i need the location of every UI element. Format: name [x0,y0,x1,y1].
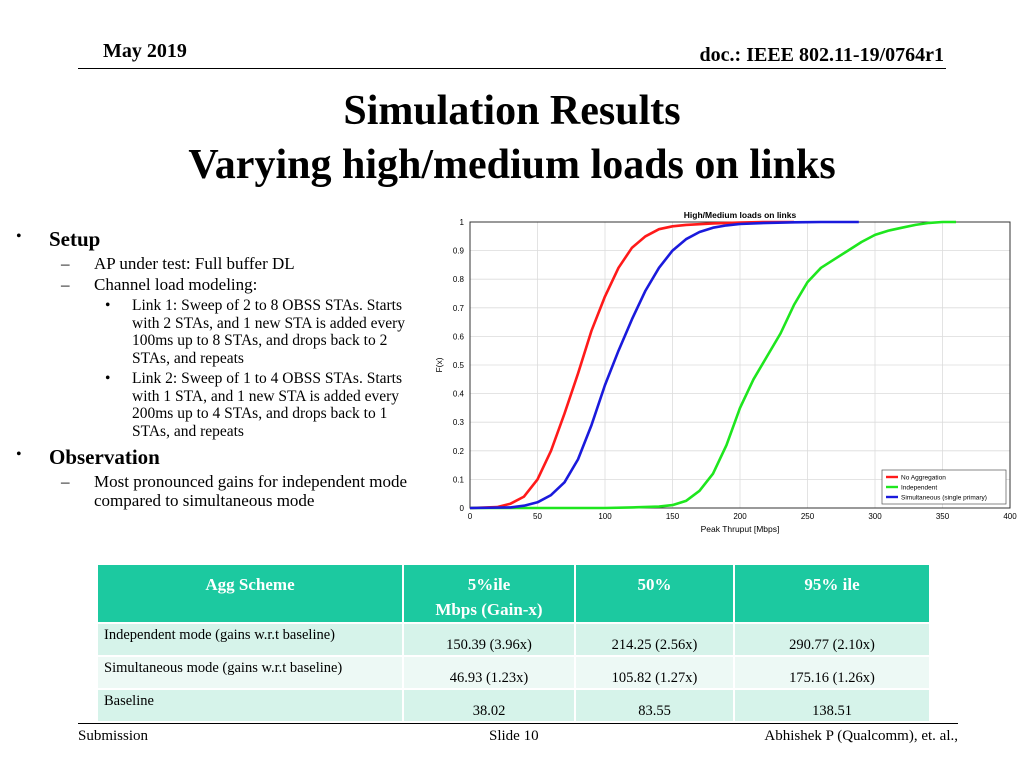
results-table: Agg Scheme 5%ile Mbps (Gain-x) 50% 95% i… [96,563,931,723]
setup-item-1: – AP under test: Full buffer DL [14,254,424,273]
y-tick-label: 0.8 [453,275,465,284]
cell-5pct: 150.39 (3.96x) [402,622,576,657]
x-tick-label: 200 [733,512,747,521]
title-line-2: Varying high/medium loads on links [188,142,836,188]
x-tick-label: 300 [868,512,882,521]
x-tick-label: 250 [801,512,815,521]
footer-rule [78,723,958,724]
y-tick-label: 0.7 [453,304,465,313]
footer-author: Abhishek P (Qualcomm), et. al., [764,728,958,744]
header-5pct: 5%ile Mbps (Gain-x) [402,563,576,624]
row-label: Baseline [96,688,404,723]
y-tick-label: 0 [460,504,465,513]
header-rule [78,68,946,69]
y-axis-label: F(x) [434,357,444,372]
observation-item-1-text: Most pronounced gains for independent mo… [94,472,408,510]
cell-50pct: 105.82 (1.27x) [574,655,735,690]
cell-95pct: 290.77 (2.10x) [733,622,931,657]
footer-slide-number: Slide 10 [489,728,539,744]
table-row: Simultaneous mode (gains w.r.t baseline)… [96,655,931,690]
y-tick-label: 0.3 [453,418,465,427]
dash-marker: – [61,472,70,491]
title-line-1: Simulation Results [343,88,681,134]
footer-submission: Submission [78,728,149,744]
row-label: Independent mode (gains w.r.t baseline) [96,622,404,657]
link2-text: Link 2: Sweep of 1 to 4 OBSS STAs. Start… [132,370,403,440]
bullet-observation: • Observation [14,444,424,470]
y-tick-label: 1 [460,218,465,227]
cdf-chart: 0 50 100 150 200 250 300 350 400 0 0.1 0.2 0.3 0.4 0.5… [434,210,1017,534]
chart-legend: No Aggregation Independent Simultaneous (s… [881,469,1007,505]
header-date: May 2019 [103,40,187,62]
x-tick-label: 400 [1003,512,1017,521]
bullet-dot: • [105,370,111,387]
chart-ticks: 0 50 100 150 200 250 300 350 400 0 0.1 0.2 0.3 0.4 0.5… [453,218,1017,521]
x-tick-label: 50 [533,512,542,521]
x-axis-label: Peak Thruput [Mbps] [701,524,780,534]
y-tick-label: 0.9 [453,247,465,256]
series-line-3 [469,220,859,510]
setup-item-2-text: Channel load modeling: [94,275,258,294]
y-tick-label: 0.1 [453,475,465,484]
y-tick-label: 0.4 [453,390,465,399]
bullet-dot: • [105,297,111,314]
chart-series [469,220,956,510]
chart-title: High/Medium loads on links [684,210,797,220]
dash-marker: – [61,275,70,294]
link1-item: • Link 1: Sweep of 2 to 8 OBSS STAs. Sta… [14,297,424,367]
header-50pct: 50% [574,563,735,624]
y-tick-label: 0.2 [453,447,465,456]
y-tick-label: 0.5 [453,361,465,370]
observation-item-1: – Most pronounced gains for independent … [14,472,424,510]
bullet-setup: • Setup [14,226,424,252]
link1-text: Link 1: Sweep of 2 to 8 OBSS STAs. Start… [132,297,406,367]
x-tick-label: 0 [468,512,473,521]
legend-box [881,469,1007,505]
slide-title: Simulation Results Varying high/medium l… [0,84,1024,192]
header-agg-scheme: Agg Scheme [96,563,404,624]
chart-grid [469,221,1011,509]
x-tick-label: 150 [666,512,680,521]
dash-marker: – [61,254,70,273]
row-label: Simultaneous mode (gains w.r.t baseline) [96,655,404,690]
cell-5pct: 46.93 (1.23x) [402,655,576,690]
x-tick-label: 100 [598,512,612,521]
y-tick-label: 0.6 [453,332,465,341]
table-header-row: Agg Scheme 5%ile Mbps (Gain-x) 50% 95% i… [96,563,931,624]
header-doc-id: doc.: IEEE 802.11-19/0764r1 [699,44,944,66]
series-line-1 [469,220,794,510]
cell-5pct: 38.02 [402,688,576,723]
cell-50pct: 214.25 (2.56x) [574,622,735,657]
bullet-dot: • [16,228,22,245]
setup-item-2: – Channel load modeling: [14,275,424,294]
legend-label: No Aggregation [901,475,946,482]
setup-heading: Setup [49,227,101,251]
cell-95pct: 138.51 [733,688,931,723]
cell-95pct: 175.16 (1.26x) [733,655,931,690]
table-row: Independent mode (gains w.r.t baseline) … [96,622,931,657]
x-tick-label: 350 [936,512,950,521]
bullet-dot: • [16,446,22,463]
series-line-2 [470,220,956,510]
setup-item-1-text: AP under test: Full buffer DL [94,254,295,273]
link2-item: • Link 2: Sweep of 1 to 4 OBSS STAs. Sta… [14,370,424,440]
table-row: Baseline 38.02 83.55 138.51 [96,688,931,723]
cell-50pct: 83.55 [574,688,735,723]
bullet-list: • Setup – AP under test: Full buffer DL … [14,224,424,510]
observation-heading: Observation [49,445,160,469]
legend-label: Simultaneous (single primary) [901,495,987,502]
header-95pct: 95% ile [733,563,931,624]
legend-label: Independent [901,485,937,492]
